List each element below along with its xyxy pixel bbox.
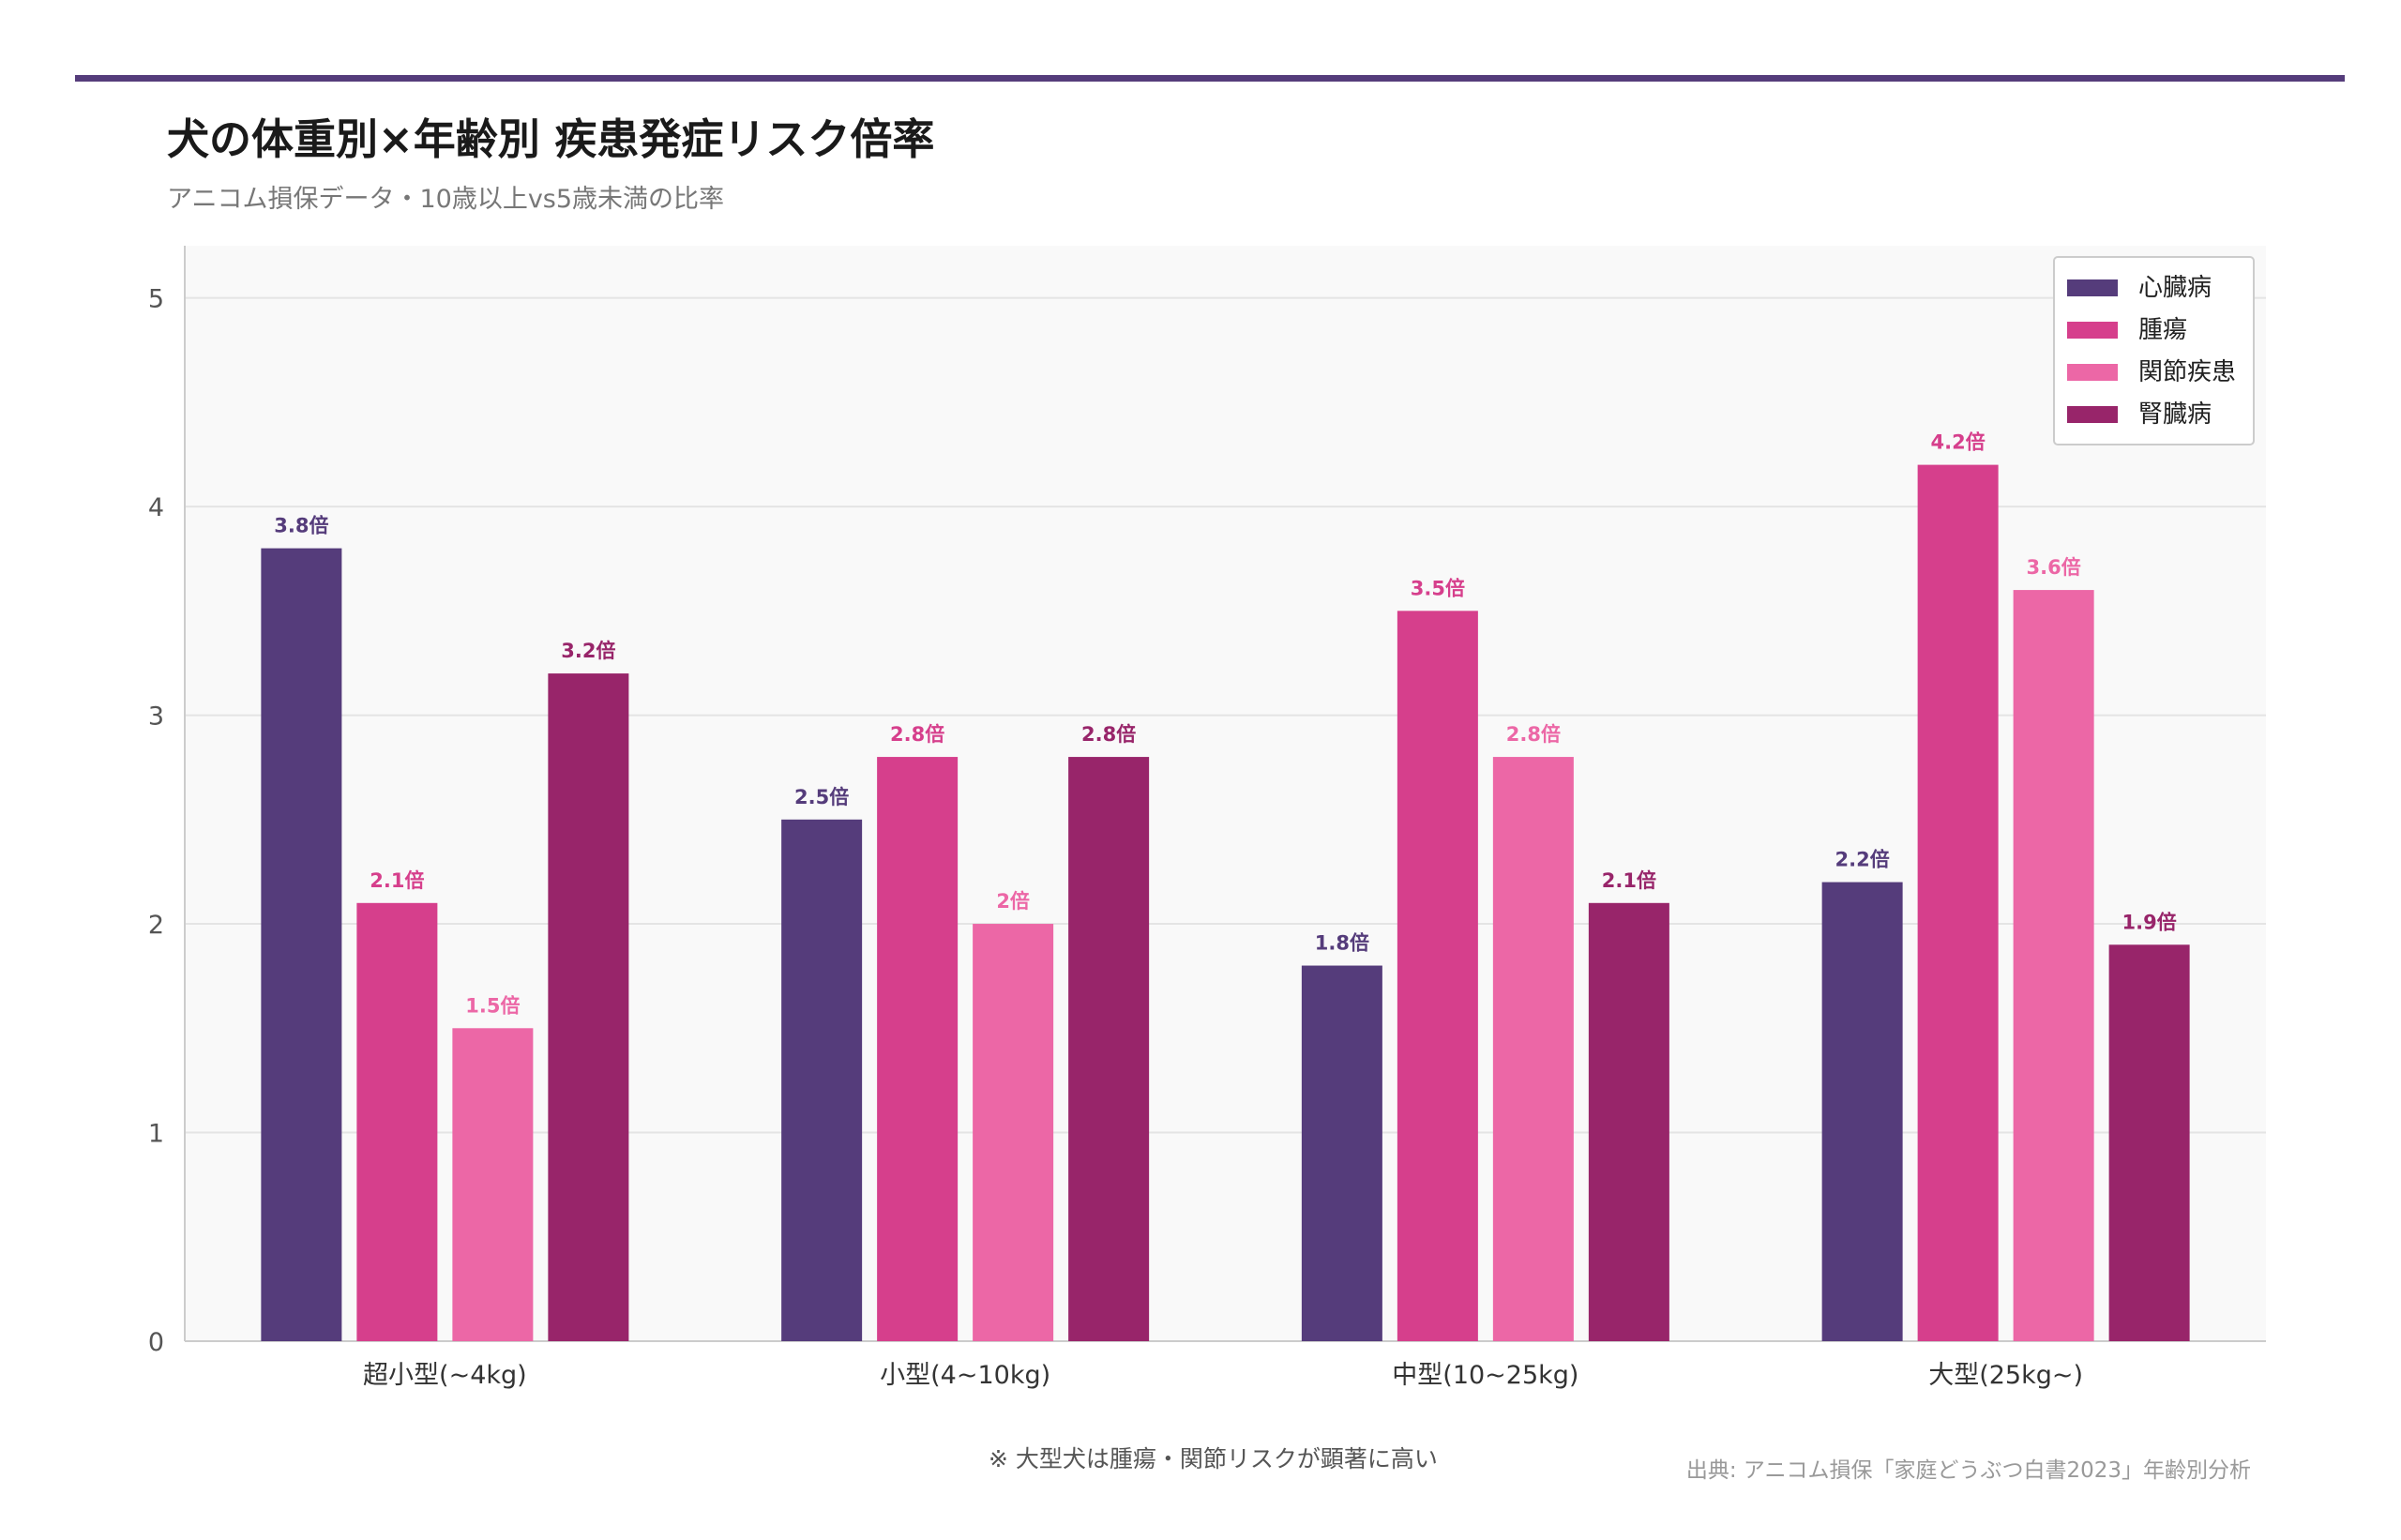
y-tick-label: 0 [148, 1328, 164, 1357]
bar [1068, 757, 1150, 1341]
bar [356, 902, 438, 1341]
bar [1397, 611, 1478, 1341]
y-tick-label: 5 [148, 285, 164, 314]
bar [1917, 464, 1999, 1342]
data-label: 2倍 [996, 890, 1030, 913]
bar [1588, 902, 1669, 1341]
bar [1492, 757, 1574, 1341]
data-label: 2.1倍 [1602, 869, 1656, 892]
legend-box [2053, 256, 2255, 445]
data-label: 1.9倍 [2122, 911, 2177, 933]
data-label: 3.5倍 [1411, 577, 1465, 599]
y-tick-label: 4 [148, 493, 164, 522]
data-label: 2.1倍 [370, 869, 424, 892]
top-rule [75, 75, 2345, 82]
bar [452, 1028, 534, 1341]
data-label: 3.2倍 [561, 640, 615, 662]
data-label: 2.8倍 [1081, 723, 1136, 746]
bar [261, 548, 342, 1341]
y-tick-label: 3 [148, 702, 164, 732]
bar [973, 924, 1054, 1341]
legend-label: 心臓病 [2138, 274, 2212, 302]
legend-swatch [2067, 322, 2118, 339]
chart-subtitle: アニコム損保データ・10歳以上vs5歳未満の比率 [167, 185, 725, 214]
legend-label: 腫瘍 [2138, 316, 2187, 344]
legend-label: 腎臓病 [2138, 400, 2212, 429]
data-label: 2.8倍 [890, 723, 944, 746]
legend-swatch [2067, 279, 2118, 296]
x-tick-label: 中型(10~25kg) [1392, 1361, 1578, 1390]
y-tick-label: 2 [148, 911, 164, 940]
bar [1821, 882, 1903, 1341]
legend-label: 関節疾患 [2138, 358, 2236, 386]
data-label: 3.6倍 [2027, 556, 2081, 579]
bar [2108, 944, 2190, 1341]
data-label: 4.2倍 [1931, 431, 1986, 454]
x-tick-label: 大型(25kg~) [1928, 1361, 2083, 1390]
source-note: 出典: アニコム損保「家庭どうぶつ白書2023」年齢別分析 [1685, 1458, 2251, 1483]
x-tick-label: 超小型(~4kg) [363, 1361, 527, 1390]
bar [548, 673, 629, 1341]
legend-swatch [2067, 364, 2118, 381]
data-label: 1.8倍 [1315, 932, 1369, 955]
bar [781, 819, 863, 1341]
data-label: 2.8倍 [1506, 723, 1561, 746]
footnote: ※ 大型犬は腫瘍・関節リスクが顕著に高い [989, 1445, 1438, 1472]
y-tick-label: 1 [148, 1120, 164, 1149]
data-label: 2.2倍 [1835, 849, 1890, 871]
chart-title: 犬の体重別×年齢別 疾患発症リスク倍率 [167, 114, 935, 164]
data-label: 3.8倍 [274, 515, 328, 537]
legend-swatch [2067, 406, 2118, 423]
bar [1301, 965, 1382, 1341]
x-tick-label: 小型(4~10kg) [880, 1361, 1050, 1390]
data-label: 1.5倍 [465, 994, 520, 1017]
bar [877, 757, 959, 1341]
data-label: 2.5倍 [794, 786, 849, 808]
bar [2013, 590, 2094, 1341]
